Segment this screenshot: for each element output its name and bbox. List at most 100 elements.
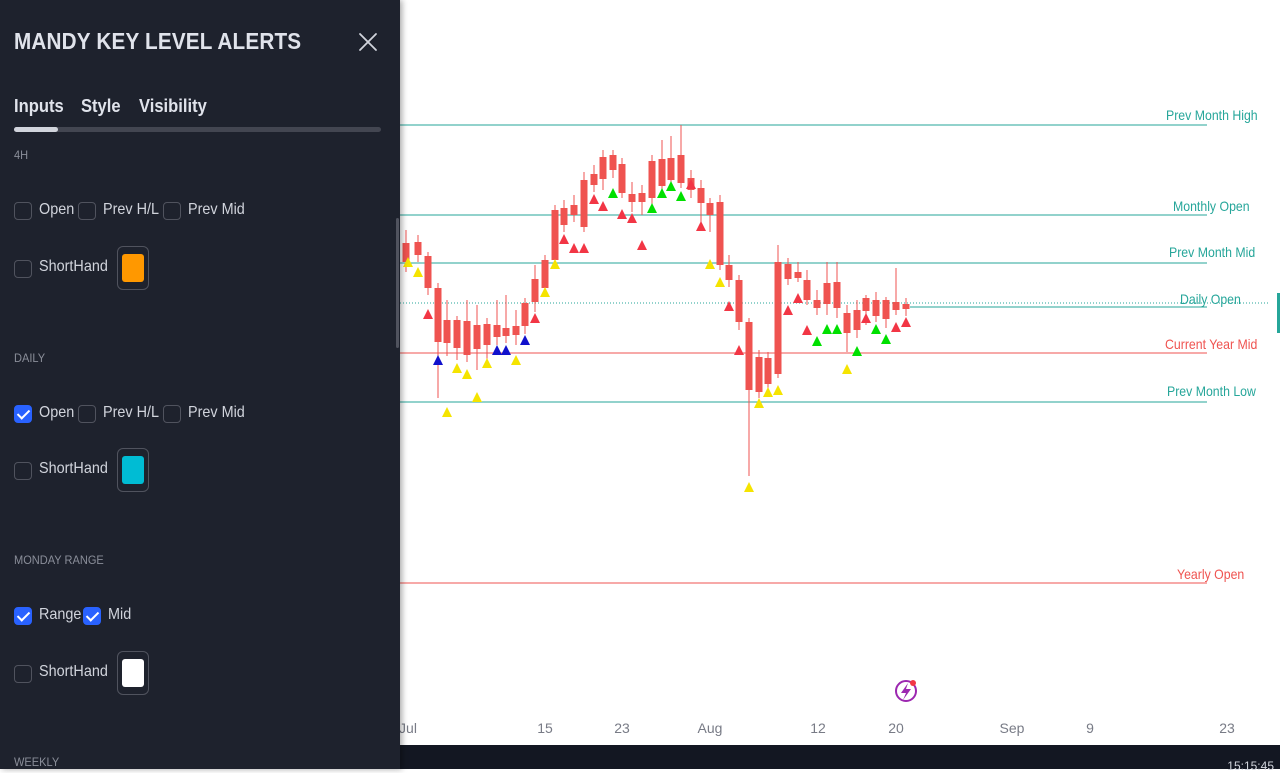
section-label-weekly: WEEKLY [14,755,60,769]
alert-triangle-11 [511,355,521,365]
alert-triangle-32 [715,277,725,287]
daily-prev-hl-checkbox[interactable] [78,405,96,423]
4h-prev-hl-checkbox[interactable] [78,202,96,220]
alert-triangle-25 [647,203,657,213]
candle-body-4 [443,320,451,343]
daily-color-picker[interactable] [117,448,149,492]
candle-body-0 [402,243,410,262]
candle-body-47 [862,298,870,311]
daily-color-swatch [122,456,144,484]
4h-color-picker[interactable] [117,246,149,290]
alert-triangle-19 [589,194,599,204]
candle-body-22 [618,164,626,193]
alert-triangle-31 [705,259,715,269]
candle-body-50 [892,302,900,310]
candle-body-40 [794,272,802,278]
alert-triangle-16 [559,234,569,244]
candle-body-5 [453,320,461,348]
candle-body-7 [473,325,481,349]
level-label-prev-month-mid: Prev Month Mid [1169,244,1255,260]
alert-triangle-44 [832,324,842,334]
candle-body-33 [725,265,733,280]
4h-prev-hl-label: Prev H/L [103,201,160,218]
alert-triangle-12 [520,335,530,345]
lightning-icon-ring [895,680,917,702]
level-label-prev-month-high: Prev Month High [1166,107,1258,123]
x-axis-label-3: Aug [698,720,723,736]
alert-triangle-51 [901,317,911,327]
candle-body-28 [677,155,685,183]
alert-triangle-45 [842,364,852,374]
tab-visibility[interactable]: Visibility [139,96,207,116]
level-label-daily-open: Daily Open [1180,291,1241,307]
x-axis-label-4: 12 [810,720,826,736]
4h-open-checkbox[interactable] [14,202,32,220]
tab-style[interactable]: Style [81,96,121,116]
candle-body-11 [512,326,520,335]
x-axis-label-6: Sep [1000,720,1025,736]
candle-body-16 [560,208,568,225]
4h-prev-mid-checkbox[interactable] [163,202,181,220]
alert-triangle-50 [891,322,901,332]
tab-inputs[interactable]: Inputs [14,96,64,116]
candle-body-26 [658,159,666,186]
price-chart[interactable]: Prev Month High Monthly Open Prev Month Mi… [0,0,1280,745]
daily-shorthand-checkbox[interactable] [14,462,32,480]
candle-body-46 [853,310,861,330]
daily-prev-mid-label: Prev Mid [188,404,245,421]
monday-color-picker[interactable] [117,651,149,695]
candle-body-43 [823,283,831,304]
lightning-icon [901,683,911,700]
candle-body-1 [414,242,422,255]
candle-body-20 [599,157,607,179]
monday-mid-label: Mid [108,606,132,623]
monday-mid-checkbox[interactable] [83,607,101,625]
4h-prev-mid-label: Prev Mid [188,201,245,218]
alert-triangle-41 [802,325,812,335]
candle-body-42 [813,300,821,308]
alert-triangle-2 [423,309,433,319]
alert-triangle-35 [744,482,754,492]
alert-triangle-38 [773,385,783,395]
panel-scrollbar[interactable] [396,218,399,348]
alert-triangle-27 [666,181,676,191]
daily-open-checkbox[interactable] [14,405,32,423]
candle-body-13 [531,279,539,302]
candle-body-44 [833,282,841,308]
monday-range-checkbox[interactable] [14,607,32,625]
4h-shorthand-checkbox[interactable] [14,260,32,278]
candle-body-18 [580,180,588,227]
candle-body-35 [745,322,753,390]
monday-shorthand-checkbox[interactable] [14,665,32,683]
alert-triangle-49 [881,334,891,344]
alert-triangle-24 [637,240,647,250]
x-axis-label-1: 15 [537,720,553,736]
alert-triangle-8 [482,358,492,368]
alert-triangle-7 [472,392,482,402]
candle-body-30 [697,188,705,203]
monday-color-swatch [122,659,144,687]
alert-triangle-26 [657,188,667,198]
candle-body-32 [716,202,724,265]
alert-triangle-42 [812,336,822,346]
alert-triangle-28 [676,191,686,201]
candle-body-25 [648,161,656,198]
section-label-4h: 4H [14,148,29,162]
daily-prev-mid-checkbox[interactable] [163,405,181,423]
4h-open-label: Open [39,201,75,218]
candle-body-41 [803,280,811,300]
level-label-monthly-open: Monthly Open [1173,198,1250,214]
alert-triangle-37 [763,387,773,397]
alert-triangle-46 [852,346,862,356]
candle-body-2 [424,256,432,288]
candle-body-17 [570,205,578,215]
alert-triangle-21 [608,188,618,198]
alert-triangle-23 [627,213,637,223]
monday-range-label: Range [39,606,82,623]
candle-body-3 [434,288,442,342]
alert-triangle-29 [686,179,696,189]
close-icon[interactable] [356,30,380,54]
alert-triangle-13 [530,313,540,323]
alert-triangle-43 [822,324,832,334]
candle-body-6 [463,321,471,355]
